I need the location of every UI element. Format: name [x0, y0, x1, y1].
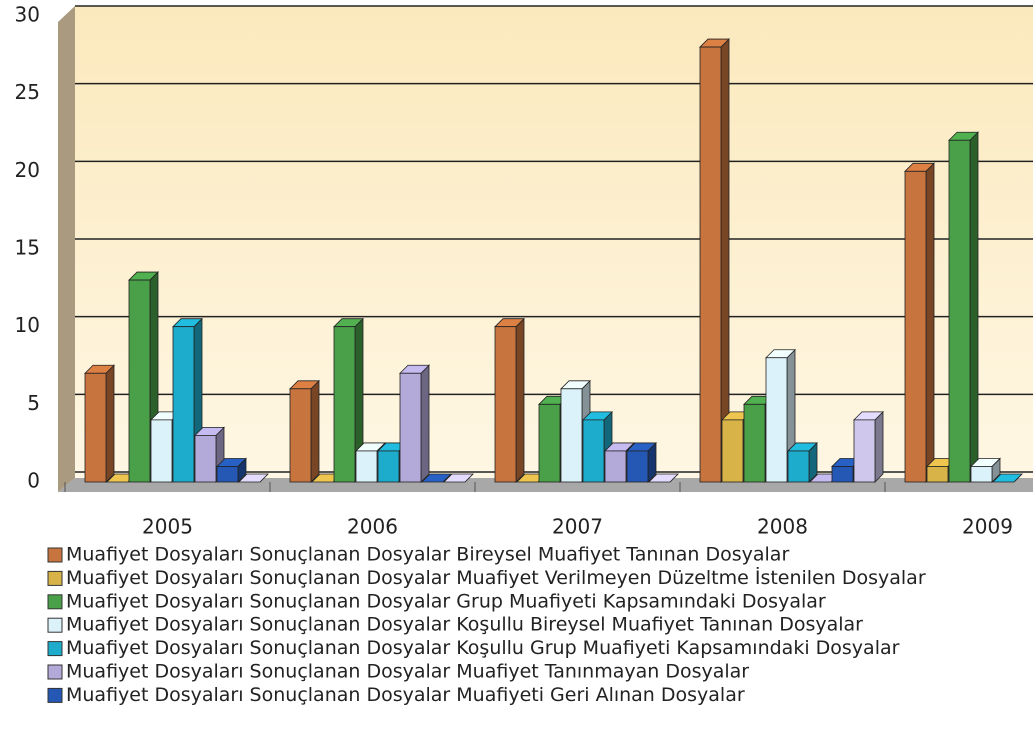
bar: [216, 457, 247, 483]
bar: [853, 410, 884, 483]
bar: [948, 131, 979, 483]
x-tick-label: 2009: [962, 515, 1013, 539]
y-tick-label: 15: [15, 236, 40, 260]
legend-label: Muafiyet Dosyaları Sonuçlanan Dosyalar M…: [66, 684, 745, 706]
bar-front: [831, 466, 854, 483]
bar-front: [970, 466, 993, 483]
bar: [443, 473, 474, 483]
bar-front: [582, 419, 605, 483]
bar-top: [992, 473, 1023, 483]
bar-top: [238, 473, 269, 483]
bar-front: [904, 170, 927, 483]
bar-front: [626, 450, 649, 483]
legend-label: Muafiyet Dosyaları Sonuçlanan Dosyalar K…: [66, 637, 900, 659]
y-tick-label: 30: [15, 3, 40, 27]
bar-side: [105, 364, 115, 483]
bar-front: [150, 419, 173, 483]
bar: [399, 364, 430, 483]
bar-front: [765, 357, 788, 483]
bar-front: [377, 450, 400, 483]
bar-front: [699, 46, 722, 483]
legend-label: Muafiyet Dosyaları Sonuçlanan Dosyalar M…: [66, 566, 926, 589]
bar-top: [443, 473, 474, 483]
bar: [904, 162, 935, 483]
y-tick-label: 0: [27, 469, 40, 493]
bar-front: [560, 388, 583, 483]
bar: [84, 364, 115, 483]
legend-swatch: [47, 570, 63, 586]
legend-swatch: [47, 547, 63, 563]
bar-front: [494, 326, 517, 483]
bar: [648, 473, 679, 483]
bar-front: [853, 419, 876, 483]
bar-front: [289, 388, 312, 483]
bar: [289, 379, 320, 483]
bar-front: [355, 450, 378, 483]
bar-side: [874, 410, 884, 483]
bar: [494, 317, 525, 483]
y-tick-label: 25: [15, 80, 40, 104]
x-tick-label: 2006: [347, 515, 398, 539]
legend-swatch: [47, 664, 63, 680]
bar-side: [515, 317, 525, 483]
legend-swatch: [47, 594, 63, 610]
legend-label: Muafiyet Dosyaları Sonuçlanan Dosyalar M…: [66, 661, 749, 683]
bar-top: [648, 473, 679, 483]
bar-front: [787, 450, 810, 483]
bar-front: [926, 466, 949, 483]
bar-front: [128, 279, 151, 483]
bar-front: [721, 419, 744, 483]
bar-side: [925, 162, 935, 483]
bar-front: [604, 450, 627, 483]
legend-swatch: [47, 687, 63, 703]
bar-front: [194, 434, 217, 483]
x-tick-label: 2008: [757, 515, 808, 539]
legend-label: Muafiyet Dosyaları Sonuçlanan Dosyalar G…: [66, 590, 826, 612]
legend-label: Muafiyet Dosyaları Sonuçlanan Dosyalar B…: [66, 544, 789, 566]
bar-front: [399, 372, 422, 483]
bar-front: [216, 466, 239, 483]
bar-front: [172, 326, 195, 483]
bar-top: [421, 473, 452, 483]
y-tick-label: 5: [27, 391, 40, 415]
x-tick-label: 2005: [142, 515, 193, 539]
bar: [787, 441, 818, 483]
legend-swatch: [47, 617, 63, 633]
side-wall: [58, 6, 75, 492]
y-tick-label: 10: [15, 313, 40, 337]
legend-label: Muafiyet Dosyaları Sonuçlanan Dosyalar K…: [66, 614, 863, 636]
bar-front: [948, 139, 971, 483]
bar-side: [969, 131, 979, 483]
bar: [333, 317, 364, 483]
bar: [970, 457, 1001, 483]
bar-front: [743, 403, 766, 483]
legend-swatch: [47, 641, 63, 657]
bar: [238, 473, 269, 483]
bar-front: [333, 326, 356, 483]
bar: [992, 473, 1023, 483]
bar-side: [310, 379, 320, 483]
bar-front: [84, 372, 107, 483]
bar: [699, 38, 730, 483]
bar-front: [538, 403, 561, 483]
bar: [626, 441, 657, 483]
bar-side: [420, 364, 430, 483]
bar: [421, 473, 452, 483]
y-tick-label: 20: [15, 158, 40, 182]
x-tick-label: 2007: [552, 515, 603, 539]
